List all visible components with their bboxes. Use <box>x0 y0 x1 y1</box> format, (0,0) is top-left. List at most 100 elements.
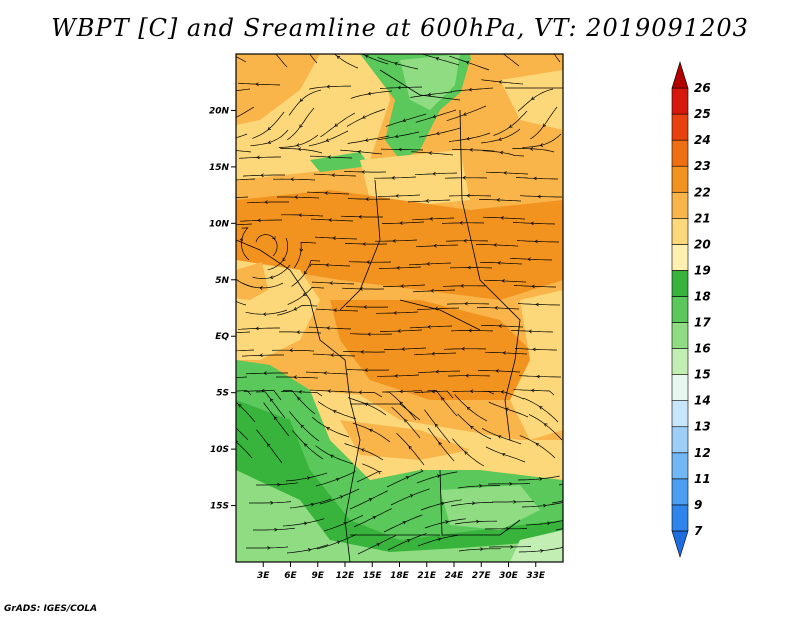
streamline-arrow <box>326 427 330 431</box>
colorbar-label: 11 <box>694 472 711 486</box>
streamline <box>441 222 485 224</box>
streamline <box>420 54 460 66</box>
streamline-arrow <box>426 262 430 266</box>
colorbar-label: 22 <box>694 185 711 199</box>
streamline-arrow <box>360 448 365 452</box>
streamline-arrow <box>259 286 263 290</box>
streamline-arrow <box>262 312 267 317</box>
colorbar-label: 21 <box>694 211 711 225</box>
streamline <box>451 87 494 92</box>
streamline-arrow <box>397 85 401 90</box>
streamline-arrow <box>536 374 540 379</box>
streamline-arrow <box>480 547 484 551</box>
streamline-arrow <box>364 138 369 142</box>
streamline <box>289 498 332 509</box>
streamline-arrow <box>399 389 403 394</box>
streamline <box>342 350 385 353</box>
y-tick-label: 15S <box>210 502 229 512</box>
streamline <box>308 326 352 330</box>
streamline-arrow <box>402 118 406 123</box>
streamline-arrow <box>498 137 502 141</box>
streamline <box>243 390 282 401</box>
streamline-arrow <box>304 443 308 447</box>
wbpt-zone-16-north <box>400 54 460 110</box>
streamline-arrow <box>496 198 500 202</box>
streamline-arrow <box>394 62 398 66</box>
streamline <box>310 218 354 222</box>
streamline <box>273 178 316 181</box>
colorbar-label: 19 <box>694 263 711 277</box>
streamline-arrow <box>432 114 437 119</box>
streamline-arrow <box>433 243 437 248</box>
colorbar-label: 7 <box>694 524 703 538</box>
streamline <box>340 215 383 218</box>
colorbar-segment <box>671 139 689 167</box>
streamline <box>250 129 289 147</box>
wbpt-zone-21-south <box>340 420 470 460</box>
streamline-arrow <box>368 428 373 433</box>
streamline-arrow <box>267 126 271 131</box>
streamline <box>483 279 527 283</box>
streamline-arrow <box>267 140 272 145</box>
wbpt-shading <box>236 54 563 562</box>
streamline-arrow <box>573 497 576 500</box>
streamline-arrow <box>428 151 432 155</box>
border-north <box>379 69 461 101</box>
streamline <box>236 376 248 378</box>
streamline-arrow <box>540 549 544 553</box>
streamline-arrow <box>539 477 543 481</box>
streamline-arrow <box>466 193 470 198</box>
streamline-arrow <box>500 216 504 220</box>
colorbar-segment <box>671 244 689 271</box>
streamline <box>410 91 453 98</box>
streamline-arrow <box>267 443 271 447</box>
streamline <box>427 390 458 417</box>
streamline-arrow <box>462 175 466 180</box>
colorbar-label: 18 <box>694 289 711 303</box>
streamline-arrow <box>299 98 304 102</box>
streamline-arrow <box>459 221 463 225</box>
streamline <box>509 257 553 261</box>
streamline-arrow <box>464 451 468 455</box>
streamline <box>309 54 318 64</box>
streamline <box>320 112 356 138</box>
streamline-arrow <box>580 541 583 544</box>
streamline <box>239 219 282 222</box>
streamline <box>263 402 290 437</box>
streamline <box>523 397 559 423</box>
streamline-arrow <box>376 542 381 547</box>
wbpt-zone-21-nw <box>236 54 320 125</box>
streamline-arrow <box>326 84 330 89</box>
streamline <box>341 287 384 290</box>
streamline-arrow <box>468 328 472 333</box>
streamline <box>305 371 349 375</box>
streamline <box>281 214 324 217</box>
streamline-arrow <box>270 500 274 505</box>
streamline-arrow <box>395 194 399 198</box>
streamline <box>236 401 256 423</box>
streamline <box>246 201 289 204</box>
streamline-arrow <box>405 476 410 480</box>
streamline <box>516 240 559 243</box>
colorbar-segment <box>671 426 689 454</box>
streamline-arrow <box>324 191 328 195</box>
colorbar-segment <box>671 478 689 506</box>
streamline <box>238 156 281 159</box>
streamline <box>416 307 460 311</box>
streamline-arrow <box>465 60 470 65</box>
streamline <box>343 170 386 173</box>
streamline-arrow <box>310 502 315 507</box>
streamline-arrow <box>534 239 538 244</box>
streamline-arrow <box>533 176 537 181</box>
streamline <box>256 429 283 464</box>
streamline <box>236 349 255 352</box>
streamline-arrow <box>427 325 431 329</box>
colorbar-label: 13 <box>694 420 711 434</box>
colorbar-segment <box>671 60 689 89</box>
streamline <box>458 548 501 552</box>
streamline <box>236 56 247 63</box>
streamline-arrow <box>259 353 263 358</box>
streamline <box>293 242 317 269</box>
streamline <box>309 85 352 90</box>
colorbar-segment <box>671 504 689 532</box>
